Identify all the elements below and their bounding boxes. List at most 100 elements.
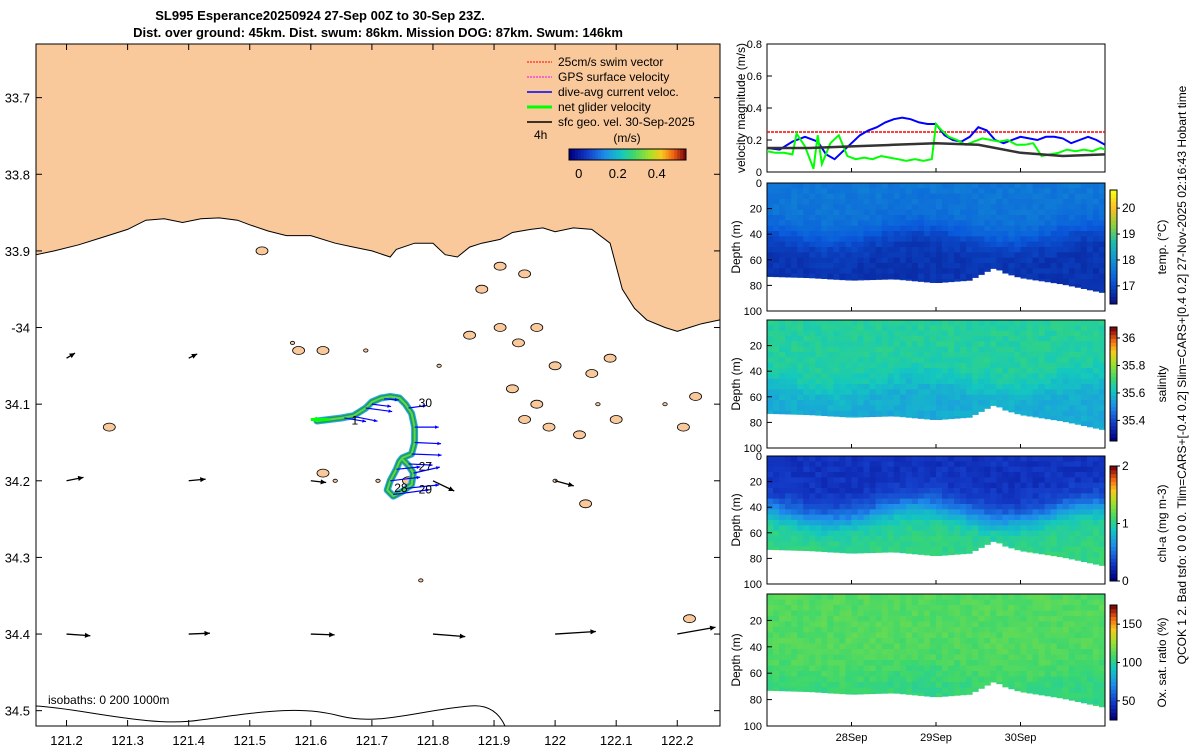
section-cell (978, 410, 985, 412)
section-cell (1020, 546, 1027, 552)
section-cell (767, 252, 774, 259)
section-cell (863, 204, 871, 211)
section-cell (1080, 682, 1088, 688)
section-cell (1086, 466, 1094, 473)
section-cell (1044, 220, 1052, 227)
section-cell (893, 594, 901, 600)
section-cell (1098, 330, 1106, 337)
section-colorbar-cell (1110, 327, 1117, 332)
section-cell (990, 346, 997, 353)
section-cell (767, 514, 774, 521)
section-cell (869, 336, 877, 342)
section-cell (978, 268, 985, 275)
colorbar-cell (621, 149, 626, 160)
section-cell (1092, 472, 1100, 478)
section-colorbar-cell (1110, 399, 1117, 404)
section-cell (821, 520, 828, 526)
section-cell (1086, 472, 1094, 478)
section-cell (978, 605, 985, 611)
section-cell (1068, 610, 1076, 617)
section-cell (905, 546, 913, 553)
section-cell (1074, 488, 1082, 494)
section-cell (984, 482, 991, 489)
section-cell (936, 241, 943, 248)
section-cell (845, 654, 852, 661)
section-cell (1038, 676, 1046, 683)
section-cell (984, 610, 991, 617)
section-cell (917, 482, 925, 489)
section-cell (773, 236, 780, 243)
section-cell (833, 693, 840, 694)
section-cell (1014, 610, 1021, 617)
section-cell (1086, 257, 1094, 264)
section-cell (1038, 461, 1046, 468)
section-cell (875, 638, 883, 644)
section-cell (972, 676, 979, 683)
section-cell (1092, 493, 1100, 500)
section-cell (1056, 466, 1064, 473)
section-cell (809, 520, 816, 526)
section-cell (966, 394, 973, 401)
section-cell (791, 231, 798, 237)
section-cell (996, 204, 1003, 211)
section-cell (960, 368, 967, 374)
section-cell (1008, 594, 1015, 600)
section-cell (966, 509, 973, 516)
section-cell (821, 599, 828, 606)
section-cell (851, 236, 858, 243)
section-cell (1074, 676, 1082, 683)
section-cell (881, 660, 889, 666)
section-cell (809, 627, 816, 633)
section-cell (803, 188, 810, 195)
section-cell (1086, 289, 1094, 291)
islet (363, 348, 369, 353)
section-cell (803, 530, 810, 537)
section-cell (857, 273, 864, 280)
colorbar-cell (677, 149, 681, 160)
section-cell (942, 632, 949, 639)
section-cell (978, 627, 985, 633)
section-cell (1098, 410, 1106, 417)
section-cell (1008, 520, 1015, 526)
section-cell (1098, 466, 1106, 473)
section-cell (1026, 231, 1033, 237)
section-cell (797, 193, 804, 200)
section-cell (917, 466, 925, 473)
section-cell (851, 493, 858, 500)
section-cell (1098, 520, 1106, 526)
section-cell (1062, 378, 1070, 385)
section-cell (990, 520, 997, 526)
section-cell (851, 268, 858, 275)
section-cell (1080, 599, 1088, 606)
section-cell (1050, 599, 1058, 606)
section-cell (779, 257, 786, 264)
section-cell (917, 241, 925, 248)
section-cell (948, 599, 955, 606)
section-cell (960, 330, 967, 337)
section-cell (966, 627, 973, 633)
section-cell (881, 384, 889, 390)
section-cell (833, 632, 840, 639)
section-colorbar-cell (1110, 519, 1117, 524)
section-cell (1080, 493, 1088, 500)
section-cell (815, 605, 822, 611)
section-cell (857, 394, 864, 401)
current-vector-shaft (396, 466, 421, 470)
section-cell (1074, 405, 1082, 412)
section-cell (863, 682, 871, 688)
section-cell (899, 546, 907, 553)
section-cell (815, 654, 822, 661)
section-cell (1092, 405, 1100, 412)
section-cell (948, 466, 955, 473)
section-cell (773, 320, 780, 326)
section-cell (996, 488, 1003, 494)
section-cell (942, 416, 949, 420)
section-cell (942, 204, 949, 211)
section-cell (899, 498, 907, 505)
section-cell (851, 336, 858, 342)
section-cell (1062, 616, 1070, 622)
section-cell (905, 520, 913, 526)
section-cell (966, 362, 973, 369)
section-cell (845, 225, 852, 232)
section-cell (966, 520, 973, 526)
